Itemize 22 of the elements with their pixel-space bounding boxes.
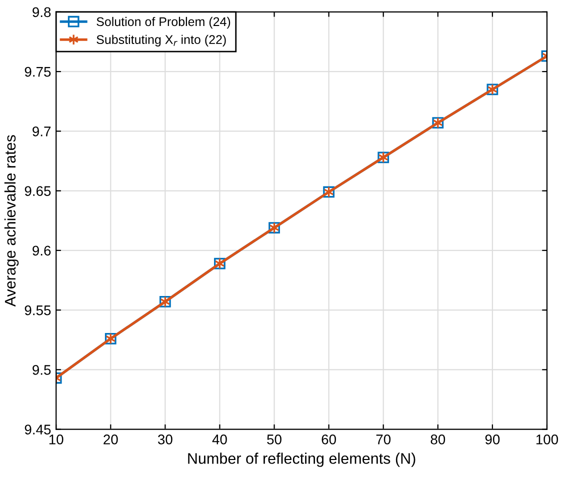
x-tick-label: 50	[267, 434, 282, 444]
legend-label: Substituting X$_{r}$ into (22)	[96, 34, 226, 46]
y-tick-label: 9.5	[32, 365, 51, 375]
x-tick-label: 10	[49, 434, 64, 444]
x-tick-label: 90	[485, 434, 500, 444]
x-tick-label: 30	[158, 434, 172, 444]
x-tick-label: 20	[104, 434, 118, 444]
y-tick-label: 9.65	[24, 186, 51, 196]
x-tick-label: 100	[536, 434, 558, 444]
x-tick-label: 80	[430, 434, 446, 444]
legend-label: Solution of Problem (24)	[96, 16, 230, 29]
x-tick-label: 60	[322, 434, 336, 444]
x-tick-label: 40	[212, 434, 227, 444]
x-tick-label: 70	[376, 434, 391, 444]
y-tick-label: 9.55	[24, 305, 51, 316]
x-axis-title: Number of reflecting elements (N)	[188, 452, 416, 467]
y-tick-label: 9.45	[24, 424, 51, 434]
y-tick-label: 9.7	[32, 126, 51, 136]
y-tick-label: 9.6	[32, 246, 51, 256]
y-tick-label: 9.75	[24, 66, 51, 77]
y-axis-title: Average achievable rates	[4, 135, 19, 307]
y-tick-label: 9.8	[32, 7, 51, 18]
